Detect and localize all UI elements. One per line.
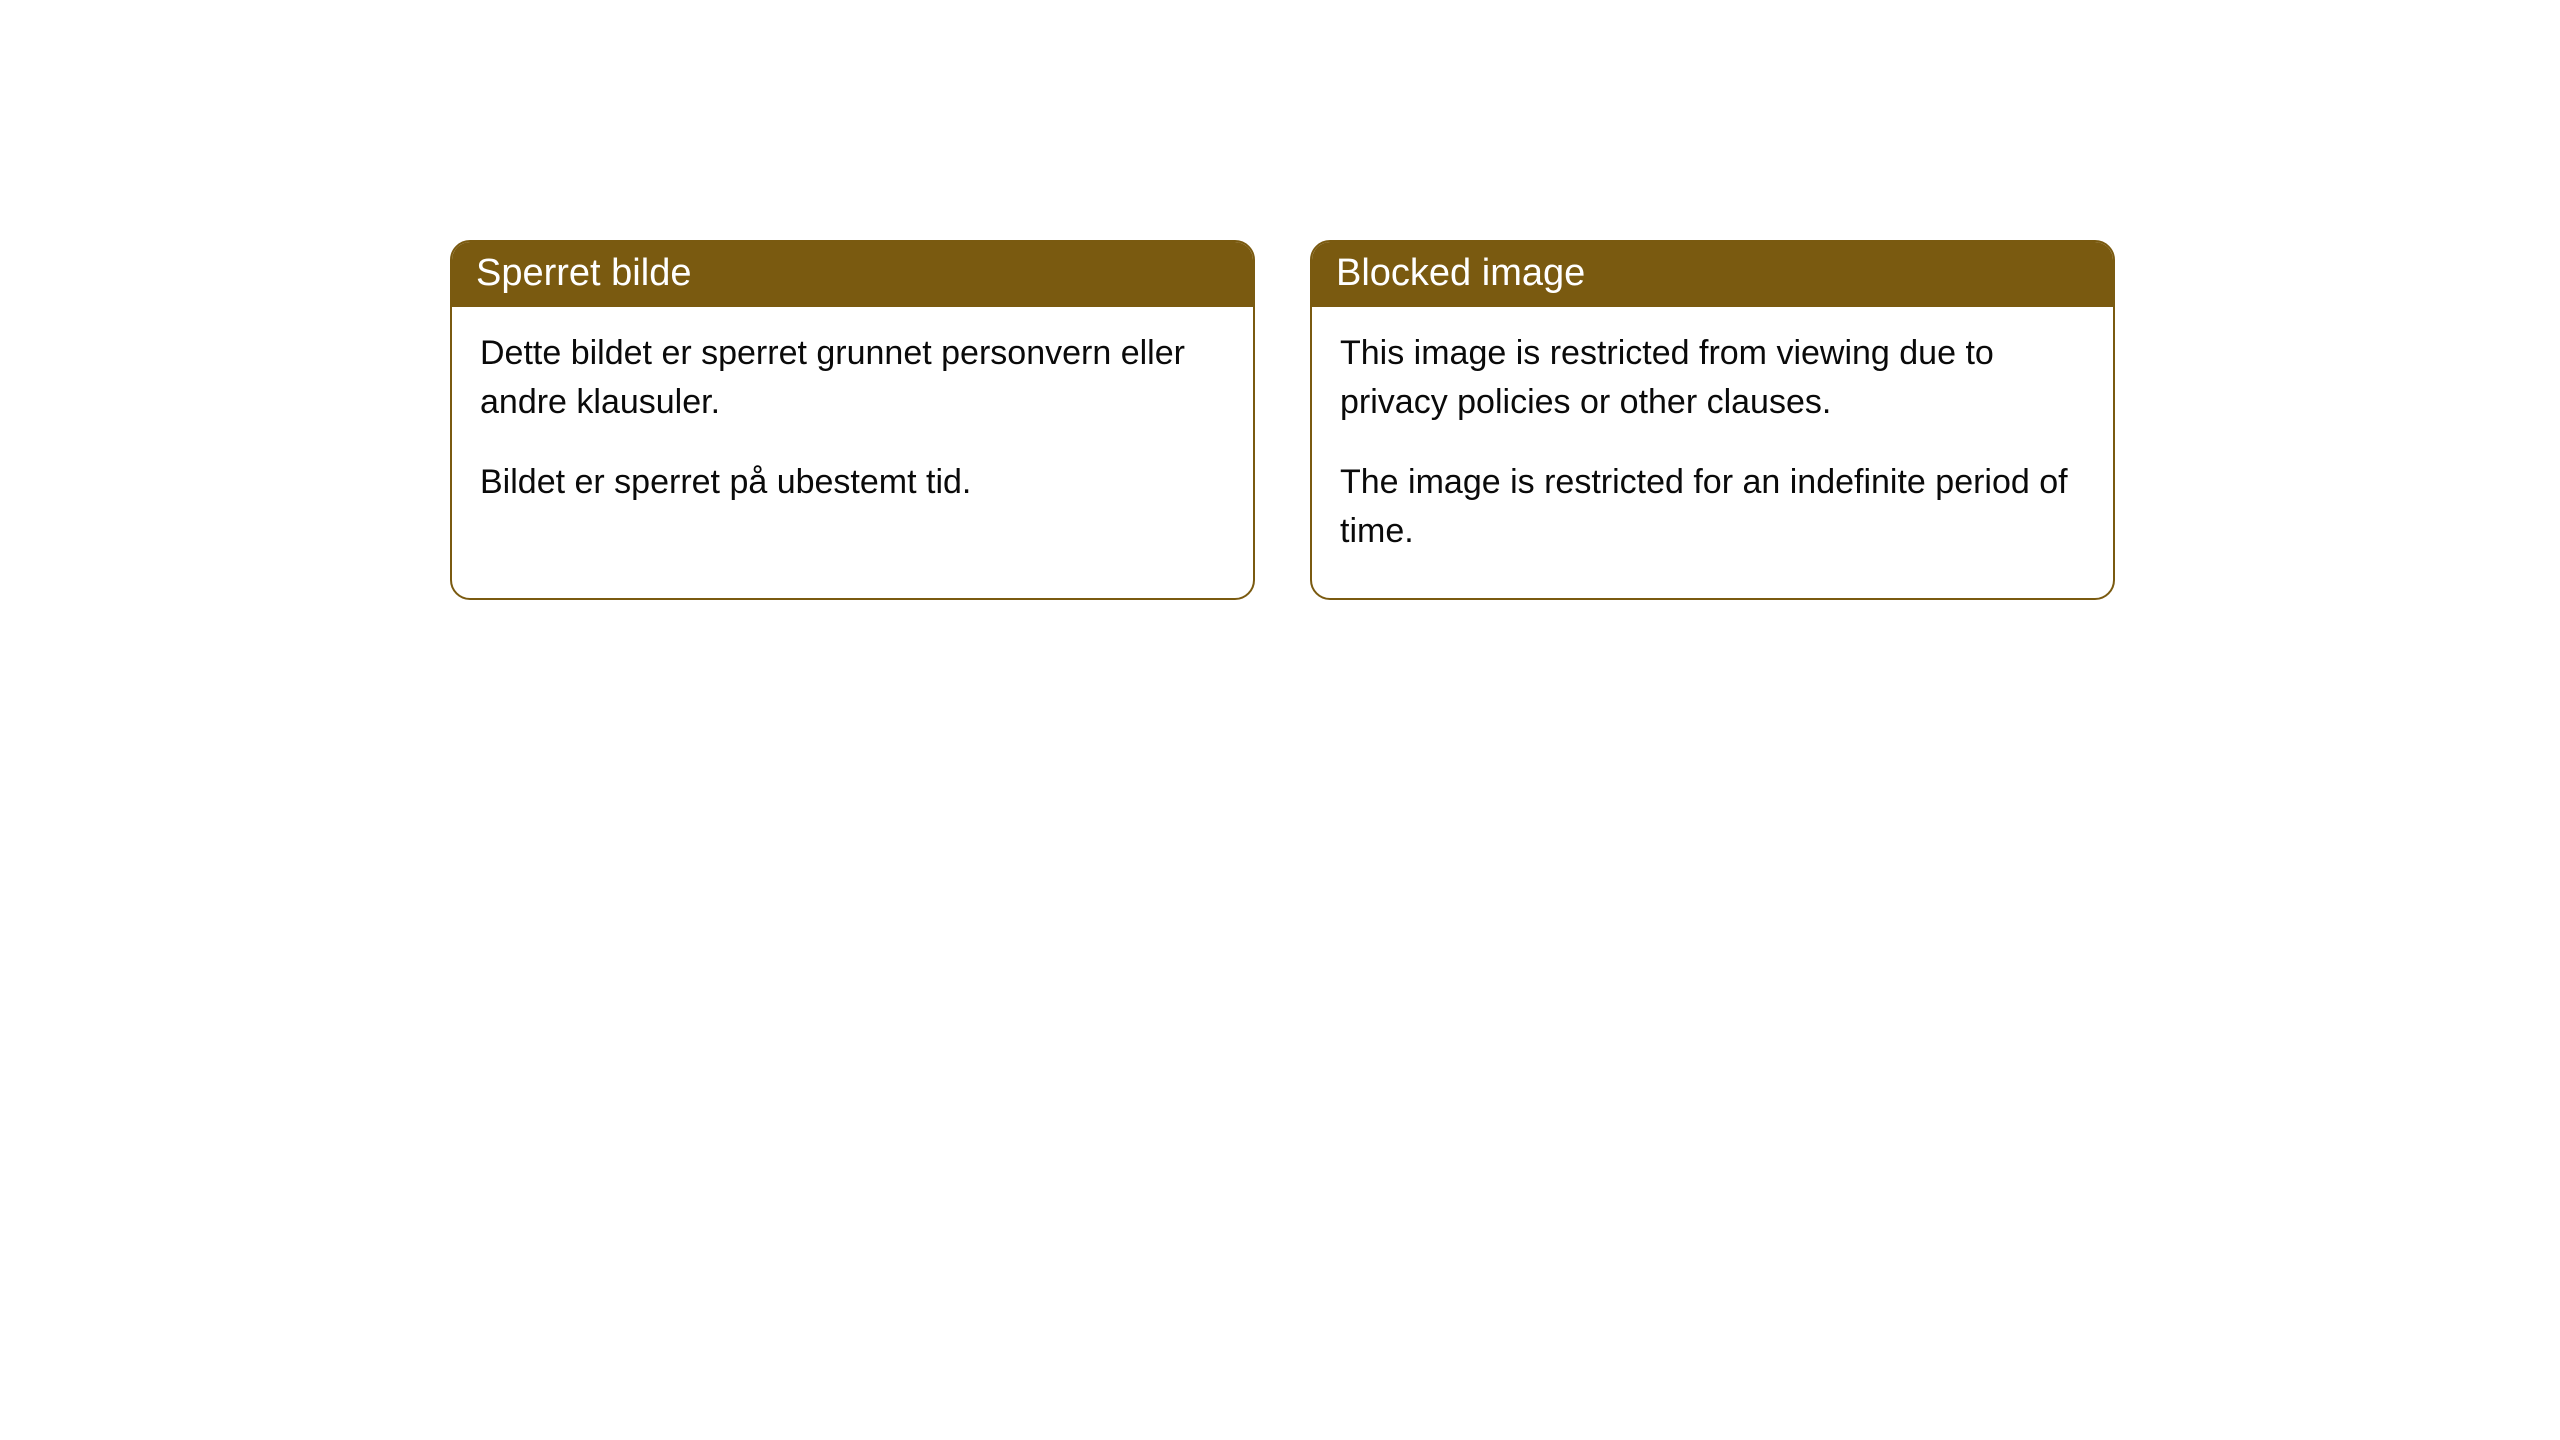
notice-card-norwegian: Sperret bilde Dette bildet er sperret gr… xyxy=(450,240,1255,600)
card-paragraph: Bildet er sperret på ubestemt tid. xyxy=(480,458,1225,507)
card-header: Blocked image xyxy=(1312,242,2113,307)
card-body: Dette bildet er sperret grunnet personve… xyxy=(452,307,1253,549)
card-paragraph: Dette bildet er sperret grunnet personve… xyxy=(480,329,1225,428)
card-paragraph: This image is restricted from viewing du… xyxy=(1340,329,2085,428)
notice-card-english: Blocked image This image is restricted f… xyxy=(1310,240,2115,600)
card-title: Blocked image xyxy=(1336,252,1585,294)
card-paragraph: The image is restricted for an indefinit… xyxy=(1340,458,2085,557)
notice-cards-container: Sperret bilde Dette bildet er sperret gr… xyxy=(450,240,2115,600)
card-title: Sperret bilde xyxy=(476,252,691,294)
card-body: This image is restricted from viewing du… xyxy=(1312,307,2113,598)
card-header: Sperret bilde xyxy=(452,242,1253,307)
